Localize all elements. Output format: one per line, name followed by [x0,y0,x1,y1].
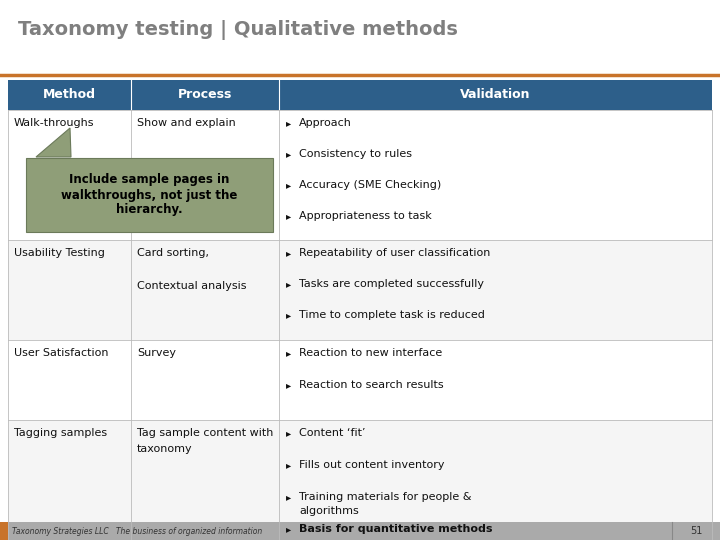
Text: Fills out content inventory: Fills out content inventory [299,460,444,470]
Text: ▸: ▸ [286,380,292,390]
Text: Repeatability of user classification: Repeatability of user classification [299,248,490,258]
Bar [26,158,273,232]
Bar [8,240,712,340]
Text: Validation: Validation [460,89,531,102]
Text: Tasks are completed successfully: Tasks are completed successfully [299,279,484,289]
Bar [8,110,712,240]
Text: Show and explain: Show and explain [138,118,236,128]
Text: Card sorting,

Contextual analysis: Card sorting, Contextual analysis [138,248,247,291]
Bar [8,80,712,110]
Bar [0,522,8,540]
Text: Tag sample content with
taxonomy: Tag sample content with taxonomy [138,428,274,454]
Text: ▸: ▸ [286,118,292,128]
Text: Taxonomy Strategies LLC   The business of organized information: Taxonomy Strategies LLC The business of … [12,526,262,536]
Text: ▸: ▸ [286,279,292,289]
Text: Reaction to search results: Reaction to search results [299,380,444,390]
Text: Method: Method [43,89,96,102]
Text: Appropriateness to task: Appropriateness to task [299,211,432,221]
Text: 51: 51 [690,526,702,536]
Text: Taxonomy testing | Qualitative methods: Taxonomy testing | Qualitative methods [18,20,458,40]
Text: ▸: ▸ [286,180,292,190]
Text: Content ‘fit’: Content ‘fit’ [299,428,366,438]
Text: Include sample pages in
walkthroughs, not just the
hierarchy.: Include sample pages in walkthroughs, no… [61,173,238,217]
Bar [8,420,712,540]
Text: ▸: ▸ [286,524,292,534]
Text: Reaction to new interface: Reaction to new interface [299,348,442,358]
Text: ▸: ▸ [286,348,292,358]
Text: ▸: ▸ [286,248,292,258]
Text: ▸: ▸ [286,211,292,221]
Text: Usability Testing: Usability Testing [14,248,105,258]
Text: ▸: ▸ [286,149,292,159]
Bar [0,522,720,540]
Text: Basis for quantitative methods: Basis for quantitative methods [299,524,492,534]
Text: ▸: ▸ [286,310,292,321]
Text: Accuracy (SME Checking): Accuracy (SME Checking) [299,180,441,190]
Text: Approach: Approach [299,118,352,128]
Text: ▸: ▸ [286,460,292,470]
Bar [8,340,712,420]
Text: Tagging samples: Tagging samples [14,428,107,438]
Text: Survey: Survey [138,348,176,358]
Text: ▸: ▸ [286,428,292,438]
Text: User Satisfaction: User Satisfaction [14,348,109,358]
Text: Training materials for people &
algorithms: Training materials for people & algorith… [299,492,472,516]
Text: Process: Process [178,89,233,102]
Text: Consistency to rules: Consistency to rules [299,149,412,159]
Text: Walk-throughs: Walk-throughs [14,118,94,128]
Polygon shape [36,128,71,157]
Text: ▸: ▸ [286,492,292,502]
Text: Time to complete task is reduced: Time to complete task is reduced [299,310,485,321]
